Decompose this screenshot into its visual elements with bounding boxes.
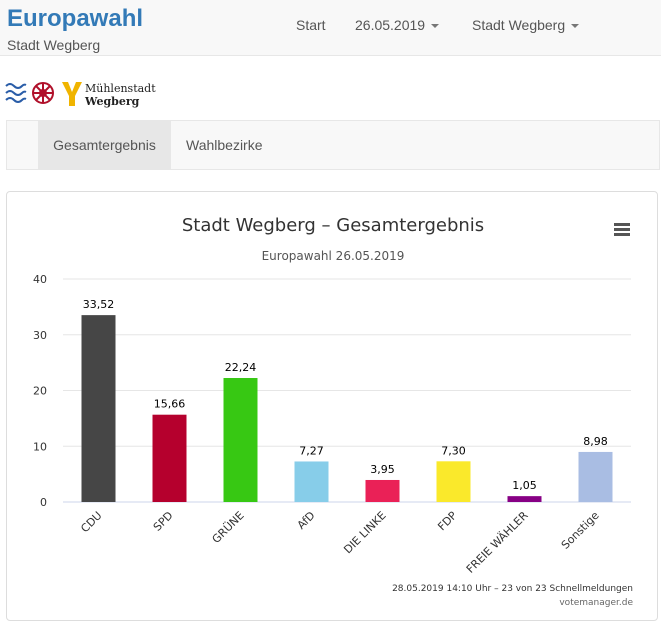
y-tick-label: 20 bbox=[33, 385, 47, 398]
chart-footer: 28.05.2019 14:10 Uhr – 23 von 23 Schnell… bbox=[392, 584, 633, 594]
y-tick-label: 10 bbox=[33, 440, 47, 453]
tab-wahlbezirke[interactable]: Wahlbezirke bbox=[186, 121, 263, 169]
y-tick-label: 0 bbox=[40, 496, 47, 509]
x-tick-label: FREIE WÄHLER bbox=[464, 509, 531, 576]
y-axis: 0 10 20 30 40 bbox=[33, 273, 47, 509]
bar-spd[interactable] bbox=[152, 414, 187, 502]
nav-location-label: Stadt Wegberg bbox=[472, 17, 566, 33]
tab-bar: Gesamtergebnis Wahlbezirke bbox=[6, 120, 660, 170]
data-label: 8,98 bbox=[583, 435, 608, 448]
bar-afd[interactable] bbox=[294, 461, 329, 502]
nav-date-dropdown[interactable]: 26.05.2019 bbox=[355, 17, 440, 33]
logo-line2: Wegberg bbox=[85, 95, 140, 108]
chart-title: Stadt Wegberg – Gesamtergebnis bbox=[182, 215, 484, 236]
data-label: 33,52 bbox=[83, 298, 115, 311]
chart-panel: Stadt Wegberg – Gesamtergebnis Europawah… bbox=[6, 191, 658, 621]
bar-grüne[interactable] bbox=[223, 378, 258, 502]
x-axis: CDU SPD GRÜNE AfD DIE LINKE FDP FREIE WÄHLER So… bbox=[78, 509, 601, 576]
logo-line1: Mühlenstadt bbox=[85, 82, 156, 95]
nav-start-label: Start bbox=[296, 17, 326, 33]
data-label: 7,30 bbox=[441, 444, 466, 457]
data-label: 22,24 bbox=[225, 361, 257, 374]
bars bbox=[81, 315, 613, 502]
brand-subtitle: Stadt Wegberg bbox=[7, 37, 101, 53]
chevron-down-icon bbox=[571, 24, 580, 29]
brand-title[interactable]: Europawahl bbox=[7, 5, 144, 32]
bar-chart: Stadt Wegberg – Gesamtergebnis Europawah… bbox=[33, 215, 633, 608]
mill-wheel-icon bbox=[32, 82, 54, 104]
waves-icon bbox=[5, 83, 27, 103]
bar-die-linke[interactable] bbox=[365, 479, 400, 502]
crest-icon bbox=[62, 82, 82, 106]
tab-label: Wahlbezirke bbox=[186, 137, 263, 153]
bar-fdp[interactable] bbox=[436, 461, 471, 502]
nav-date-label: 26.05.2019 bbox=[355, 17, 426, 33]
data-label: 15,66 bbox=[154, 398, 186, 411]
x-tick-label: FDP bbox=[435, 509, 460, 534]
bar-freie-wähler[interactable] bbox=[507, 496, 542, 502]
chart-subtitle: Europawahl 26.05.2019 bbox=[262, 249, 405, 263]
city-logo bbox=[5, 82, 82, 106]
x-tick-label: Sonstige bbox=[559, 509, 602, 552]
y-grid bbox=[63, 278, 631, 503]
chart-credits[interactable]: votemanager.de bbox=[559, 598, 633, 608]
tab-gesamtergebnis[interactable]: Gesamtergebnis bbox=[38, 121, 171, 169]
x-tick-label: DIE LINKE bbox=[341, 509, 388, 556]
bar-sonstige[interactable] bbox=[578, 451, 613, 502]
data-label: 3,95 bbox=[370, 463, 395, 476]
y-tick-label: 40 bbox=[33, 273, 47, 286]
data-label: 7,27 bbox=[299, 444, 324, 457]
x-tick-label: SPD bbox=[151, 509, 176, 534]
tab-label: Gesamtergebnis bbox=[53, 137, 156, 153]
nav-location-dropdown[interactable]: Stadt Wegberg bbox=[472, 17, 580, 33]
y-tick-label: 30 bbox=[33, 329, 47, 342]
navbar: Europawahl Stadt Wegberg Start 26.05.201… bbox=[0, 0, 661, 56]
x-tick-label: CDU bbox=[78, 509, 104, 535]
nav-start-link[interactable]: Start bbox=[296, 17, 326, 33]
data-label: 1,05 bbox=[512, 479, 537, 492]
value-labels: 33,52 15,66 22,24 7,27 3,95 7,30 1,05 8,98 bbox=[83, 298, 608, 492]
chevron-down-icon bbox=[431, 24, 440, 29]
x-tick-label: GRÜNE bbox=[210, 509, 247, 546]
menu-icon[interactable] bbox=[614, 223, 630, 236]
bar-cdu[interactable] bbox=[81, 315, 116, 502]
x-tick-label: AfD bbox=[295, 509, 318, 532]
